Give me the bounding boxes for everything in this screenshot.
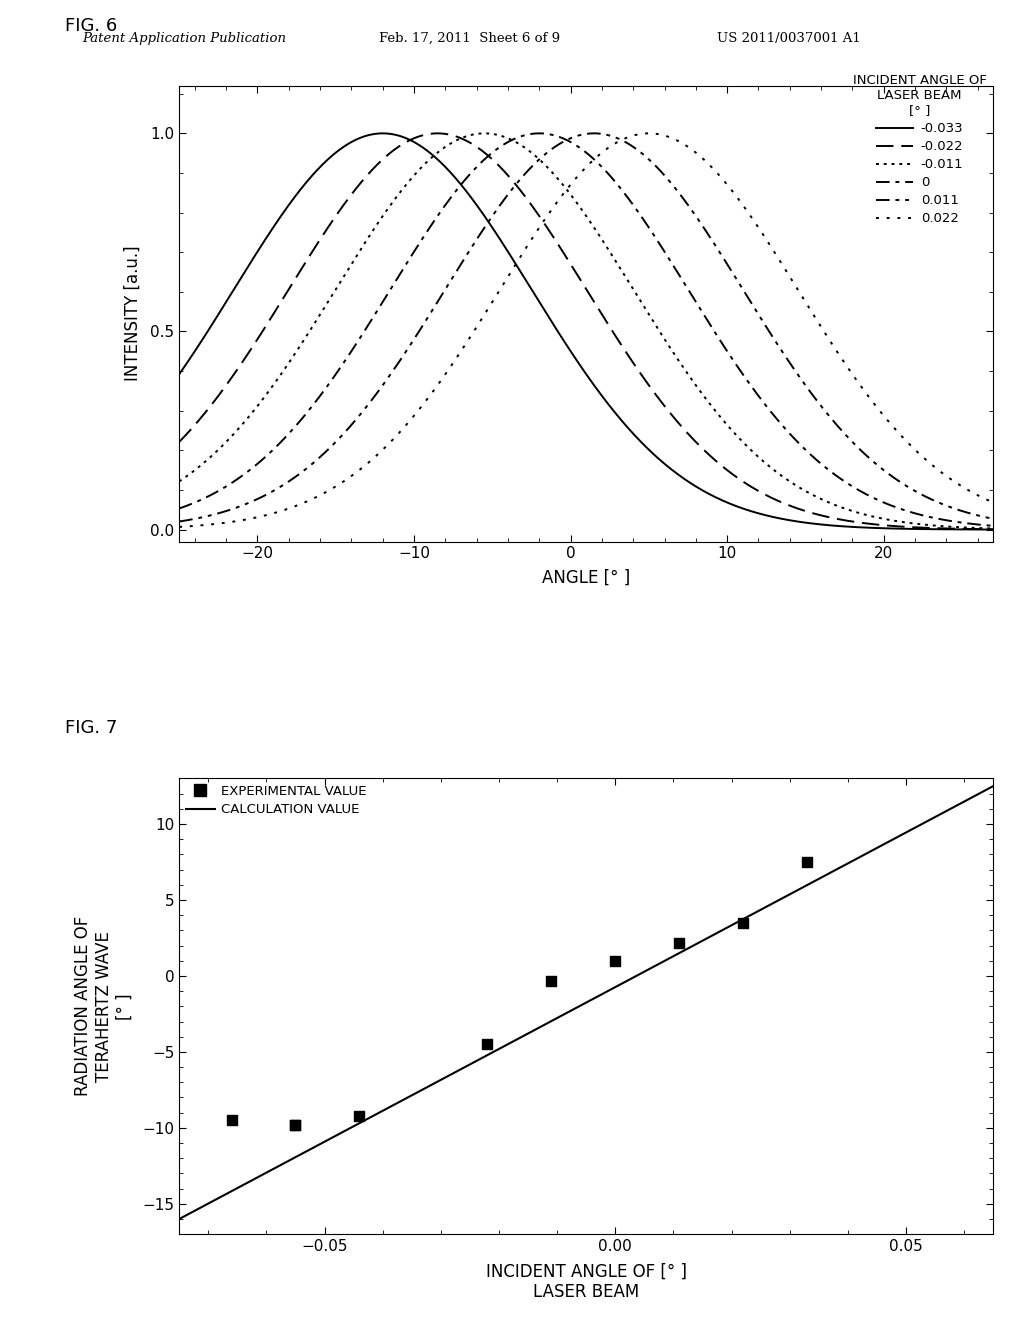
Y-axis label: INTENSITY [a.u.]: INTENSITY [a.u.] [124, 246, 142, 381]
Point [799, 851, 815, 873]
Point [735, 912, 752, 933]
X-axis label: INCIDENT ANGLE OF [° ]
LASER BEAM: INCIDENT ANGLE OF [° ] LASER BEAM [485, 1262, 687, 1302]
Point [223, 1110, 240, 1131]
Point [288, 1114, 304, 1135]
Text: Patent Application Publication: Patent Application Publication [82, 32, 286, 45]
Point [288, 1114, 304, 1135]
Point [479, 1034, 496, 1055]
Y-axis label: RADIATION ANGLE OF
TERAHERTZ WAVE
[° ]: RADIATION ANGLE OF TERAHERTZ WAVE [° ] [75, 916, 134, 1097]
Point [671, 932, 687, 953]
Legend: -0.033, -0.022, -0.011, 0, 0.011, 0.022: -0.033, -0.022, -0.011, 0, 0.011, 0.022 [853, 74, 987, 226]
Text: Feb. 17, 2011  Sheet 6 of 9: Feb. 17, 2011 Sheet 6 of 9 [379, 32, 560, 45]
Legend: EXPERIMENTAL VALUE, CALCULATION VALUE: EXPERIMENTAL VALUE, CALCULATION VALUE [185, 785, 367, 816]
Text: FIG. 6: FIG. 6 [66, 17, 118, 36]
Point [543, 970, 559, 991]
X-axis label: ANGLE [° ]: ANGLE [° ] [542, 569, 631, 586]
Point [607, 950, 624, 972]
Point [351, 1105, 368, 1126]
Text: FIG. 7: FIG. 7 [66, 719, 118, 737]
Text: US 2011/0037001 A1: US 2011/0037001 A1 [717, 32, 860, 45]
